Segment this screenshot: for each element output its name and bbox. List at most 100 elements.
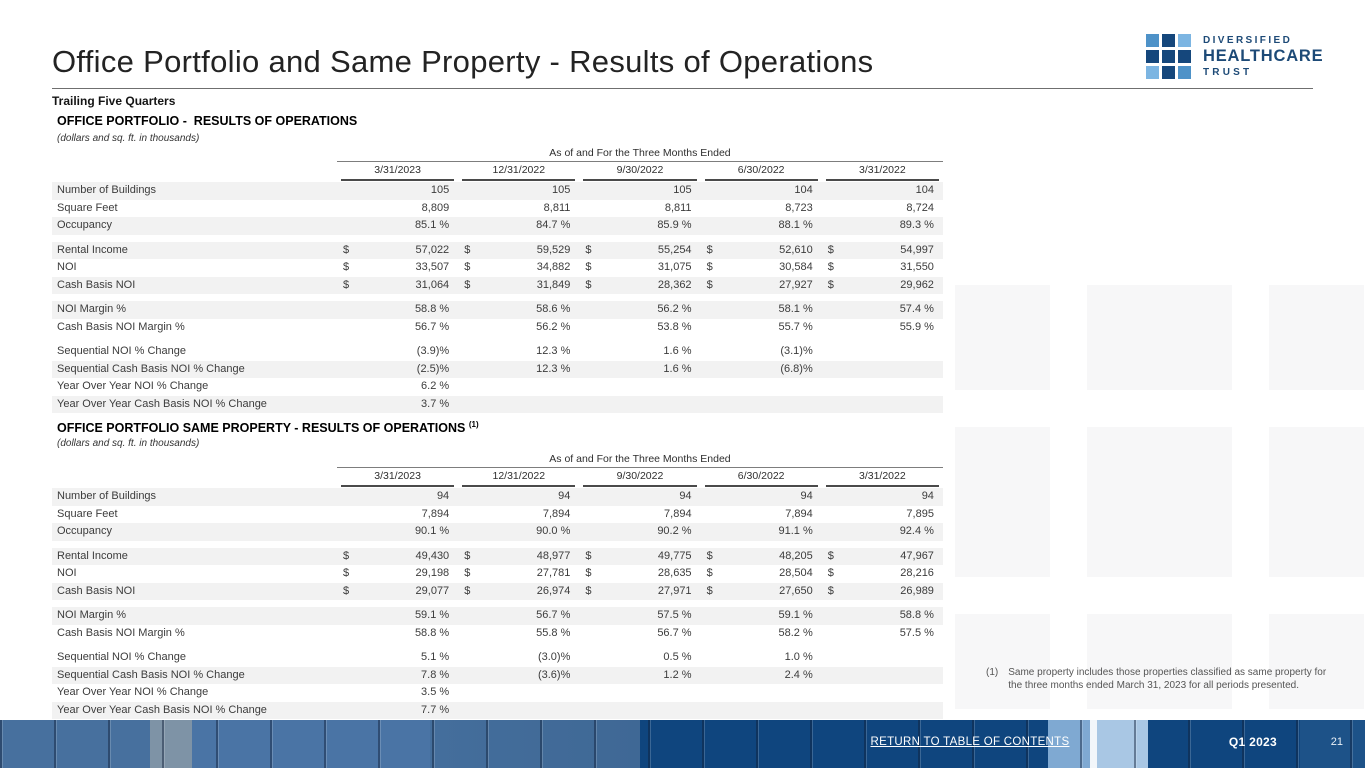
cell-value: 29,077 (415, 584, 450, 597)
value-cell: 58.8 % (337, 301, 458, 319)
table-row: Number of Buildings 94 94 94 94 94 (52, 488, 943, 506)
row-label: Cash Basis NOI Margin % (57, 626, 185, 639)
value-cell: 8,724 (822, 200, 943, 218)
page-title: Office Portfolio and Same Property - Res… (52, 44, 874, 79)
value-cell: 56.7 % (337, 319, 458, 337)
column-header: 3/31/2023 (341, 468, 455, 487)
value-cell: (2.5)% (337, 361, 458, 379)
cell-value: (6.8)% (780, 362, 813, 375)
cell-value: 0.5 % (663, 651, 692, 663)
table-row: Rental Income $49,430 $48,977 $49,775 $48,20… (52, 547, 943, 565)
table-row: Sequential Cash Basis NOI % Change (2.5)%… (52, 360, 943, 379)
column-header: 9/30/2022 (583, 468, 697, 487)
dollar-sign: $ (706, 261, 713, 273)
cell-value: 29,198 (415, 567, 450, 579)
row-label: Year Over Year NOI % Change (57, 686, 209, 698)
logo-square-icon (1162, 50, 1175, 63)
row-label: Number of Buildings (57, 184, 157, 196)
dollar-sign: $ (343, 243, 350, 256)
cell-value: 94 (921, 490, 934, 502)
cell-value: 57,022 (415, 243, 450, 256)
value-cell: $59,529 (458, 242, 579, 260)
cell-value: 59,529 (536, 243, 571, 256)
watermark-square (1269, 614, 1364, 709)
cell-value: 90.2 % (657, 525, 692, 537)
footnote: (1) Same property includes those propert… (986, 667, 1338, 692)
logo-line-trust: TRUST (1203, 67, 1253, 78)
value-cell: 90.2 % (579, 523, 700, 541)
cell-value: 28,216 (900, 567, 934, 579)
dollar-sign: $ (464, 549, 471, 562)
dollar-sign: $ (585, 243, 592, 256)
row-label: Cash Basis NOI (57, 584, 136, 597)
row-label: Occupancy (57, 219, 113, 231)
value-cell: 3.7 % (337, 396, 458, 414)
table-row: Cash Basis NOI Margin % 58.8 % 55.8 % 56.7 … (52, 625, 943, 643)
value-cell (579, 378, 700, 396)
cell-value: 48,977 (536, 549, 571, 562)
value-cell (458, 702, 579, 720)
cell-value: 55.7 % (778, 320, 813, 333)
spacer-cell (52, 162, 337, 181)
value-cell: $27,781 (458, 565, 579, 583)
value-cell (458, 378, 579, 396)
table-row: Square Feet 8,809 8,811 8,811 8,723 8,724 (52, 200, 943, 218)
watermark-square (955, 285, 1050, 390)
value-cell: $33,507 (337, 259, 458, 277)
row-label: Rental Income (57, 243, 128, 256)
cell-value: (2.5)% (416, 362, 450, 375)
value-cell: $55,254 (579, 242, 700, 260)
table-row: Sequential NOI % Change (3.9)% 12.3 % 1.6 %… (52, 343, 943, 361)
cell-value: 31,849 (536, 278, 571, 291)
cell-value: 1.6 % (663, 362, 692, 375)
table-row: Cash Basis NOI $29,077 $26,974 $27,971 $27,6… (52, 582, 943, 600)
cell-value: 85.1 % (414, 219, 450, 231)
value-cell: 58.6 % (458, 301, 579, 319)
section2-units-note: (dollars and sq. ft. in thousands) (57, 438, 200, 449)
logo-grid-icon (1146, 34, 1191, 79)
same-property-table: As of and For the Three Months Ended 3/31… (52, 453, 943, 719)
cell-value: 85.9 % (657, 219, 692, 231)
cell-value: 92.4 % (899, 525, 934, 537)
value-cell: 85.9 % (579, 217, 700, 235)
cell-value: 1.0 % (784, 651, 813, 663)
cell-value: 94 (558, 490, 571, 502)
cell-value: 1.2 % (663, 668, 692, 681)
value-cell: 59.1 % (701, 607, 822, 625)
value-cell: 56.2 % (579, 301, 700, 319)
value-cell: 7,894 (458, 506, 579, 524)
value-cell: 104 (822, 182, 943, 200)
cell-value: 59.1 % (414, 609, 450, 621)
dhc-logo: DIVERSIFIED HEALTHCARE TRUST (1146, 34, 1323, 79)
return-to-toc-link[interactable]: RETURN TO TABLE OF CONTENTS (870, 736, 1070, 748)
value-cell (579, 684, 700, 702)
value-cell: $52,610 (701, 242, 822, 260)
row-label: Sequential NOI % Change (57, 345, 187, 357)
column-header: 6/30/2022 (704, 162, 818, 181)
value-cell: 88.1 % (701, 217, 822, 235)
cell-value: 7.8 % (421, 668, 450, 681)
cell-value: 5.1 % (421, 651, 450, 663)
logo-line-healthcare: HEALTHCARE (1203, 47, 1324, 65)
row-group-gap (52, 235, 943, 242)
value-cell: $29,198 (337, 565, 458, 583)
row-label: Square Feet (57, 201, 118, 214)
table-row: Sequential Cash Basis NOI % Change 7.8 % (… (52, 666, 943, 684)
column-header: 9/30/2022 (583, 162, 697, 181)
value-cell: $34,882 (458, 259, 579, 277)
logo-square-icon (1178, 66, 1191, 79)
cell-value: 56.7 % (536, 609, 571, 621)
value-cell: 58.8 % (822, 607, 943, 625)
span-header: As of and For the Three Months Ended (337, 453, 943, 468)
dollar-sign: $ (706, 567, 713, 579)
value-cell: 7,895 (822, 506, 943, 524)
row-label: Square Feet (57, 507, 118, 520)
value-cell: 91.1 % (701, 523, 822, 541)
cell-value: 8,811 (664, 201, 692, 214)
value-cell: 89.3 % (822, 217, 943, 235)
value-cell (822, 343, 943, 361)
table-row: NOI Margin % 59.1 % 56.7 % 57.5 % 59.1 % 58.8… (52, 607, 943, 625)
dollar-sign: $ (706, 549, 713, 562)
row-label: Cash Basis NOI (57, 278, 136, 291)
value-cell (701, 702, 822, 720)
